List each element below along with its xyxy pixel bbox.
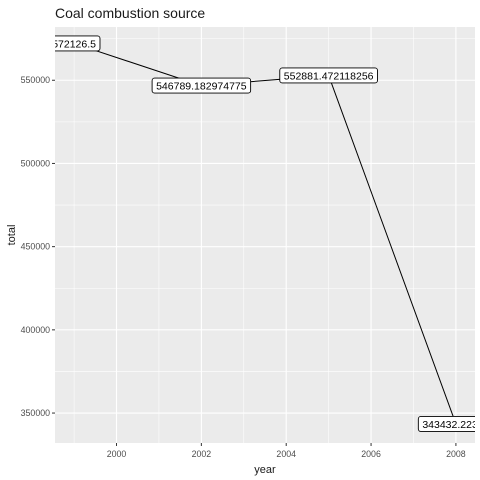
grid-minor xyxy=(55,27,475,443)
x-tick-label: 2006 xyxy=(361,449,381,459)
data-label-text: 546789.182974775 xyxy=(156,81,247,93)
data-label-text: 343432.22332 xyxy=(422,419,480,431)
chart-title: Coal combustion source xyxy=(55,5,205,21)
plot-panel xyxy=(55,27,475,443)
y-tick-label: 500000 xyxy=(21,158,50,168)
data-label: 343432.22332 xyxy=(417,416,480,432)
data-label: 552881.472118256 xyxy=(279,67,378,84)
data-label-layer: 572126.5 546789.182974775 552881.472118256… xyxy=(52,35,480,432)
x-tick-label: 2002 xyxy=(192,449,212,459)
y-tick-label: 350000 xyxy=(21,408,50,418)
data-label-box xyxy=(279,67,378,84)
series-layer xyxy=(73,42,457,425)
y-axis-title: total xyxy=(6,225,18,246)
data-label-box xyxy=(417,416,475,432)
y-tick-label: 400000 xyxy=(21,325,50,335)
data-label: 546789.182974775 xyxy=(151,77,252,94)
data-label-box xyxy=(151,77,252,94)
data-label-text: 552881.472118256 xyxy=(284,70,374,82)
x-tick-label: 2000 xyxy=(107,449,127,459)
x-tick-label: 2004 xyxy=(276,449,296,459)
x-axis: 2000 2002 2004 2006 2008 xyxy=(107,443,466,459)
data-label: 572126.5 xyxy=(52,35,101,52)
y-tick-label: 450000 xyxy=(21,242,50,252)
data-label-box xyxy=(55,35,101,52)
grid-major xyxy=(55,27,475,443)
series-line xyxy=(73,42,457,425)
y-tick-label: 550000 xyxy=(21,75,50,85)
y-axis: 350000 400000 450000 500000 550000 xyxy=(21,75,55,418)
x-axis-title: year xyxy=(254,464,276,476)
x-tick-label: 2008 xyxy=(446,449,466,459)
data-label-text: 572126.5 xyxy=(52,38,96,50)
